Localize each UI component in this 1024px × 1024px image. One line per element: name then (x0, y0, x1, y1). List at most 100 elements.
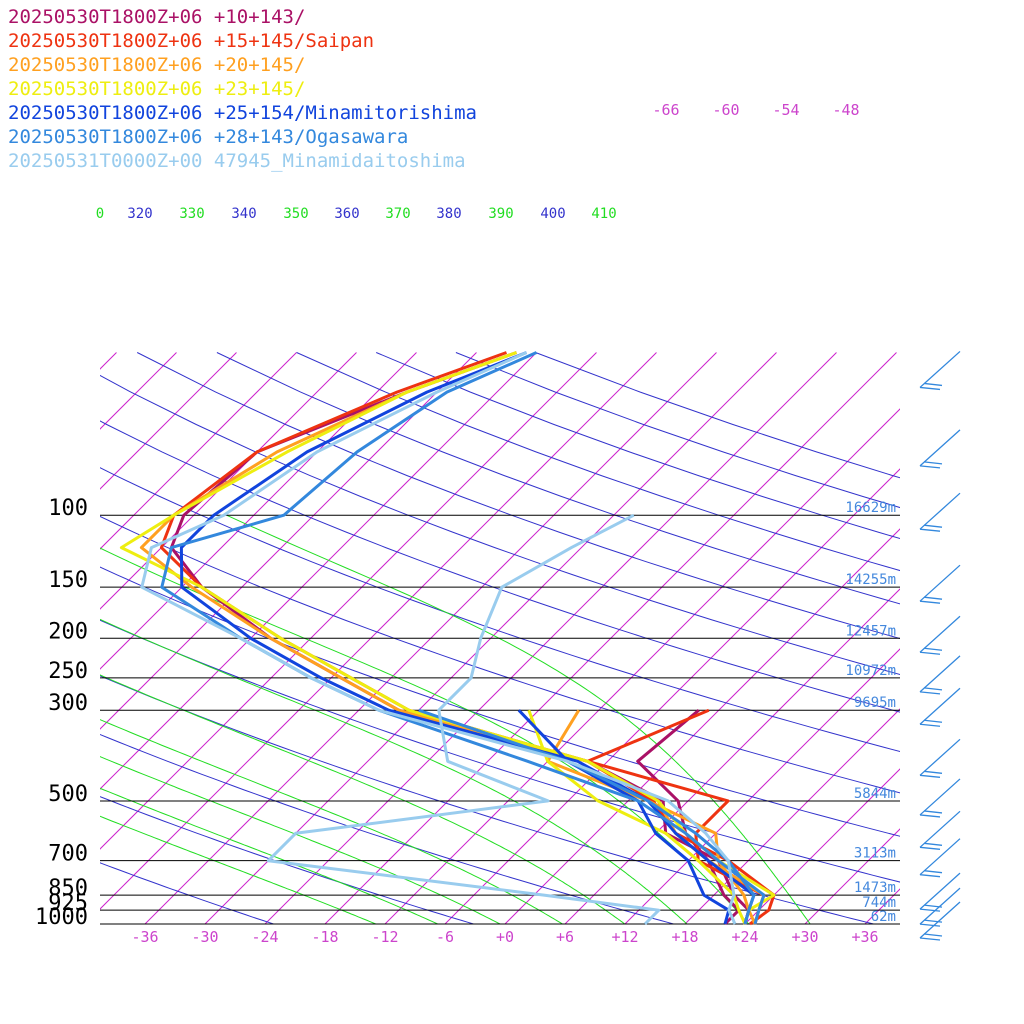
theta-label: 330 (179, 206, 204, 222)
dry-adiabat-line (100, 420, 900, 713)
x-tick-label: -18 (311, 928, 338, 946)
legend-entry: 20250530T1800Z+06 +28+143/Ogasawara (8, 126, 408, 148)
temperature-axis: -36 -30 -24 -18 -12 -6 +0 +6 +12 +18 +24 +30 +36 (131, 928, 878, 946)
pressure-label: 150 (48, 568, 88, 593)
dry-adiabat-line (100, 862, 276, 924)
wind-barb (919, 615, 961, 655)
wind-barbs (919, 350, 961, 941)
pressure-label: 850 (48, 876, 88, 901)
wind-barb (919, 429, 961, 469)
wind-barb (919, 492, 961, 532)
dry-adiabat-line (100, 796, 476, 924)
isotherm-line (744, 768, 900, 924)
legend-entry: 20250530T1800Z+06 +10+143/ (8, 6, 305, 28)
legend-entry: 20250530T1800Z+06 +15+145/Saipan (8, 30, 374, 52)
x-tick-label: +12 (611, 928, 638, 946)
x-tick-label: +36 (851, 928, 878, 946)
dry-adiabat-line (100, 515, 900, 794)
x-tick-label: +30 (791, 928, 818, 946)
legend-entry: 20250530T1800Z+06 +25+154/Minamitorishim… (8, 102, 477, 124)
moist-adiabat-line (226, 514, 811, 924)
dry-adiabat-line (100, 733, 676, 924)
wind-barb (919, 687, 961, 727)
theta-label: 340 (231, 206, 256, 222)
isobar-lines (100, 514, 900, 925)
upper-isotherm-label: -48 (832, 101, 859, 119)
theta-labels: 0 320 330 340 350 360 370 380 390 400 410 (96, 206, 617, 222)
theta-label: 360 (334, 206, 359, 222)
dry-adiabat-lines (100, 352, 900, 924)
height-label: 1473m (854, 880, 896, 896)
isotherm-line (684, 708, 900, 924)
height-label: 3113m (854, 846, 896, 862)
upper-isotherm-labels: -66 -60 -54 -48 (652, 101, 859, 119)
height-label: 744m (862, 895, 896, 911)
moist-adiabat-line (100, 719, 564, 924)
wind-barb (919, 564, 961, 604)
legend: 20250530T1800Z+06 +10+143/20250530T1800Z… (8, 6, 477, 172)
wind-barb (919, 901, 961, 941)
isotherm-line (624, 648, 900, 924)
theta-label: 390 (488, 206, 513, 222)
x-tick-label: -6 (436, 928, 454, 946)
moist-adiabat-line (100, 787, 439, 924)
theta-label: 350 (283, 206, 308, 222)
wind-barb (919, 778, 961, 818)
moist-adiabat-line (100, 674, 626, 924)
dewpoint-line (586, 708, 766, 925)
height-label: 14255m (845, 572, 896, 588)
dry-adiabat-line (100, 675, 876, 924)
legend-entry: 20250530T1800Z+06 +23+145/ (8, 78, 305, 100)
x-tick-label: -24 (251, 928, 278, 946)
legend-entry: 20250530T1800Z+06 +20+145/ (8, 54, 305, 76)
wind-barb (919, 887, 961, 927)
x-tick-label: +6 (556, 928, 574, 946)
pressure-label: 200 (48, 619, 88, 644)
height-label: 5844m (854, 786, 896, 802)
legend-entry: 20250531T0000Z+00 47945_Minamidaitoshima (8, 150, 466, 172)
upper-isotherm-label: -54 (772, 101, 799, 119)
pressure-label: 300 (48, 691, 88, 716)
dry-adiabat-line (100, 566, 900, 837)
height-label: 9695m (854, 695, 896, 711)
theta-label: 380 (436, 206, 461, 222)
dry-adiabat-line (216, 352, 900, 605)
temperature-line (119, 351, 776, 925)
x-tick-label: -36 (131, 928, 158, 946)
isotherm-line (100, 352, 357, 610)
dewpoint-line (266, 513, 661, 926)
pressure-label: 250 (48, 659, 88, 684)
x-tick-label: +18 (671, 928, 698, 946)
upper-isotherm-label: -60 (712, 101, 739, 119)
height-labels: 16629m 14255m 12457m 10972m 9695m 5844m 3113m 1… (845, 500, 896, 925)
theta-label: 320 (127, 206, 152, 222)
height-label: 62m (871, 909, 896, 925)
wind-barb (919, 810, 961, 850)
pressure-label: 500 (48, 782, 88, 807)
wind-barb (919, 350, 961, 391)
dry-adiabat-line (100, 374, 900, 676)
theta-label: 410 (591, 206, 616, 222)
height-label: 10972m (845, 663, 896, 679)
theta-label: 0 (96, 206, 104, 222)
x-tick-label: -30 (191, 928, 218, 946)
dry-adiabat-line (455, 352, 900, 509)
dry-adiabat-line (535, 352, 900, 479)
upper-isotherm-label: -66 (652, 101, 679, 119)
isotherm-line (985, 353, 1024, 924)
sounding-profiles (119, 351, 776, 926)
height-label: 12457m (845, 623, 896, 639)
temperature-line (139, 351, 766, 925)
moist-adiabat-line (100, 756, 502, 924)
dry-adiabat-line (100, 467, 900, 753)
x-tick-label: +24 (731, 928, 758, 946)
moist-adiabat-line (100, 815, 378, 924)
pressure-label: 700 (48, 842, 88, 867)
pressure-label: 1000 (35, 905, 88, 930)
dewpoint-line (517, 709, 731, 925)
wind-barb (919, 738, 961, 778)
x-tick-label: -12 (371, 928, 398, 946)
pressure-label: 100 (48, 496, 88, 521)
temperature-line (140, 351, 737, 925)
